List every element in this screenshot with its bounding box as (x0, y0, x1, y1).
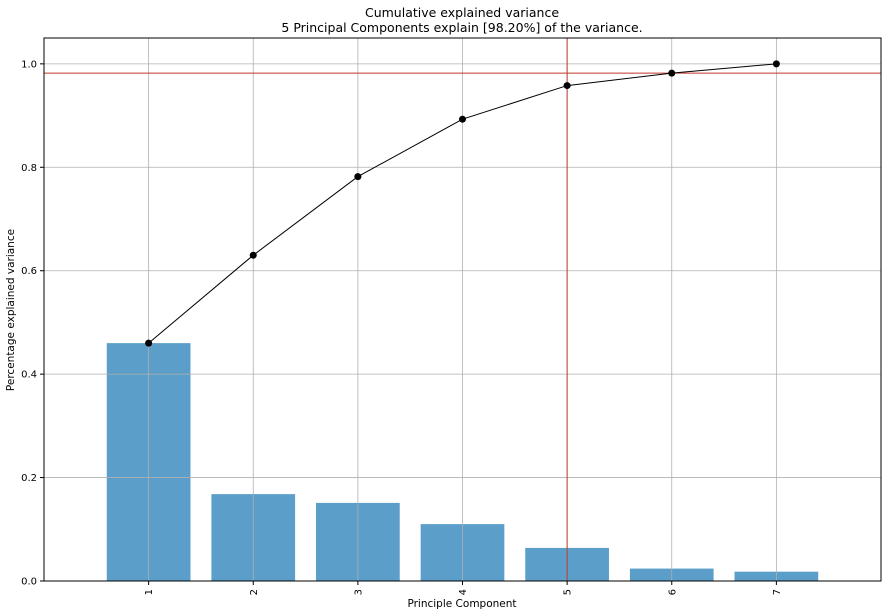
reference-lines-layer (44, 38, 881, 581)
cumulative-point (459, 115, 466, 123)
x-tick-label: 3 (353, 589, 364, 595)
x-tick-label: 1 (144, 589, 155, 595)
y-tick-label: 0.2 (21, 473, 37, 484)
line-layer (145, 60, 780, 347)
x-tick-label: 5 (563, 589, 574, 595)
bars-layer (106, 343, 819, 581)
y-tick-label: 0.4 (21, 370, 37, 381)
y-tick-label: 0.0 (21, 577, 37, 588)
y-tick-label: 0.6 (21, 266, 37, 277)
cumulative-point (668, 69, 676, 77)
cumulative-point (772, 60, 780, 68)
y-tick-label: 1.0 (21, 59, 37, 70)
axes-layer: 0.0 0.2 0.4 0.6 0.8 1.0 1 2 3 4 5 6 7 (21, 37, 882, 595)
y-axis-label: Percentage explained variance (5, 229, 17, 391)
y-tick-label: 0.8 (21, 163, 37, 174)
cumulative-point (354, 173, 362, 181)
cumulative-point (563, 82, 571, 90)
x-tick-label: 6 (667, 589, 678, 595)
x-tick-label: 7 (772, 589, 783, 595)
chart-subtitle: 5 Principal Components explain [98.20%] … (281, 20, 642, 35)
chart-title: Cumulative explained variance (365, 5, 559, 20)
x-axis-label: Principle Component (407, 598, 516, 610)
x-tick-label: 4 (458, 589, 469, 595)
x-tick-label: 2 (249, 589, 260, 595)
cumulative-point (249, 251, 257, 259)
cumulative-point (145, 339, 153, 347)
